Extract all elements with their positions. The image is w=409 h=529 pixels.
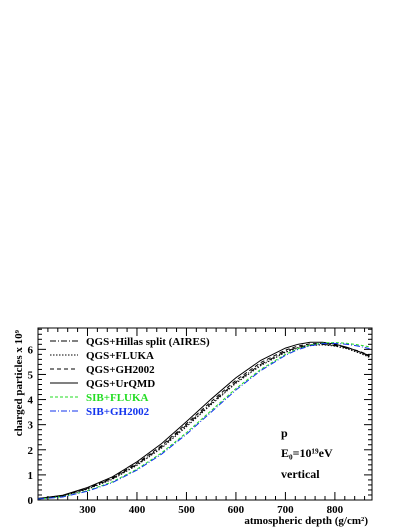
legend-label: QGS+Hillas split (AIRES) bbox=[86, 336, 210, 348]
y-tick-label: 4 bbox=[28, 395, 34, 407]
annotation-vertical: vertical bbox=[281, 467, 320, 481]
legend-label: SIB+FLUKA bbox=[86, 392, 149, 404]
x-tick-label: 300 bbox=[79, 504, 96, 516]
x-axis-label: atmospheric depth (g/cm²) bbox=[244, 515, 368, 527]
series-line bbox=[37, 341, 370, 499]
plot-frame bbox=[37, 327, 373, 501]
legend-label: QGS+FLUKA bbox=[86, 350, 154, 362]
series-line bbox=[37, 342, 370, 499]
annotation-energy: E₀=10¹⁹eV bbox=[281, 446, 333, 460]
legend-label: QGS+GH2002 bbox=[86, 364, 155, 376]
y-tick-label: 2 bbox=[28, 445, 34, 457]
x-tick-label: 700 bbox=[277, 504, 294, 516]
series-line bbox=[37, 343, 370, 500]
y-axis-label: charged particles x 10⁹ bbox=[13, 329, 25, 436]
series-line bbox=[37, 342, 370, 500]
legend-label: QGS+UrQMD bbox=[86, 378, 155, 390]
x-tick-label: 800 bbox=[327, 504, 344, 516]
y-tick-label: 5 bbox=[28, 369, 34, 381]
x-tick-label: 600 bbox=[228, 504, 245, 516]
x-tick-label: 400 bbox=[129, 504, 146, 516]
series-lines bbox=[37, 341, 370, 500]
legend: QGS+Hillas split (AIRES) QGS+FLUKA QGS+GH2… bbox=[50, 336, 210, 418]
y-tick-label: 3 bbox=[28, 420, 34, 432]
legend-label: SIB+GH2002 bbox=[86, 406, 150, 418]
y-tick-label: 6 bbox=[28, 344, 34, 356]
y-tick-label: 0 bbox=[28, 495, 34, 507]
x-tick-label: 500 bbox=[178, 504, 195, 516]
series-line bbox=[37, 344, 370, 500]
annotation-particle: p bbox=[281, 426, 288, 440]
axis-ticks: 300 400 500 600 700 800 0 1 2 3 4 5 6 bbox=[28, 328, 372, 516]
y-tick-label: 1 bbox=[28, 470, 34, 482]
series-line bbox=[37, 342, 370, 500]
